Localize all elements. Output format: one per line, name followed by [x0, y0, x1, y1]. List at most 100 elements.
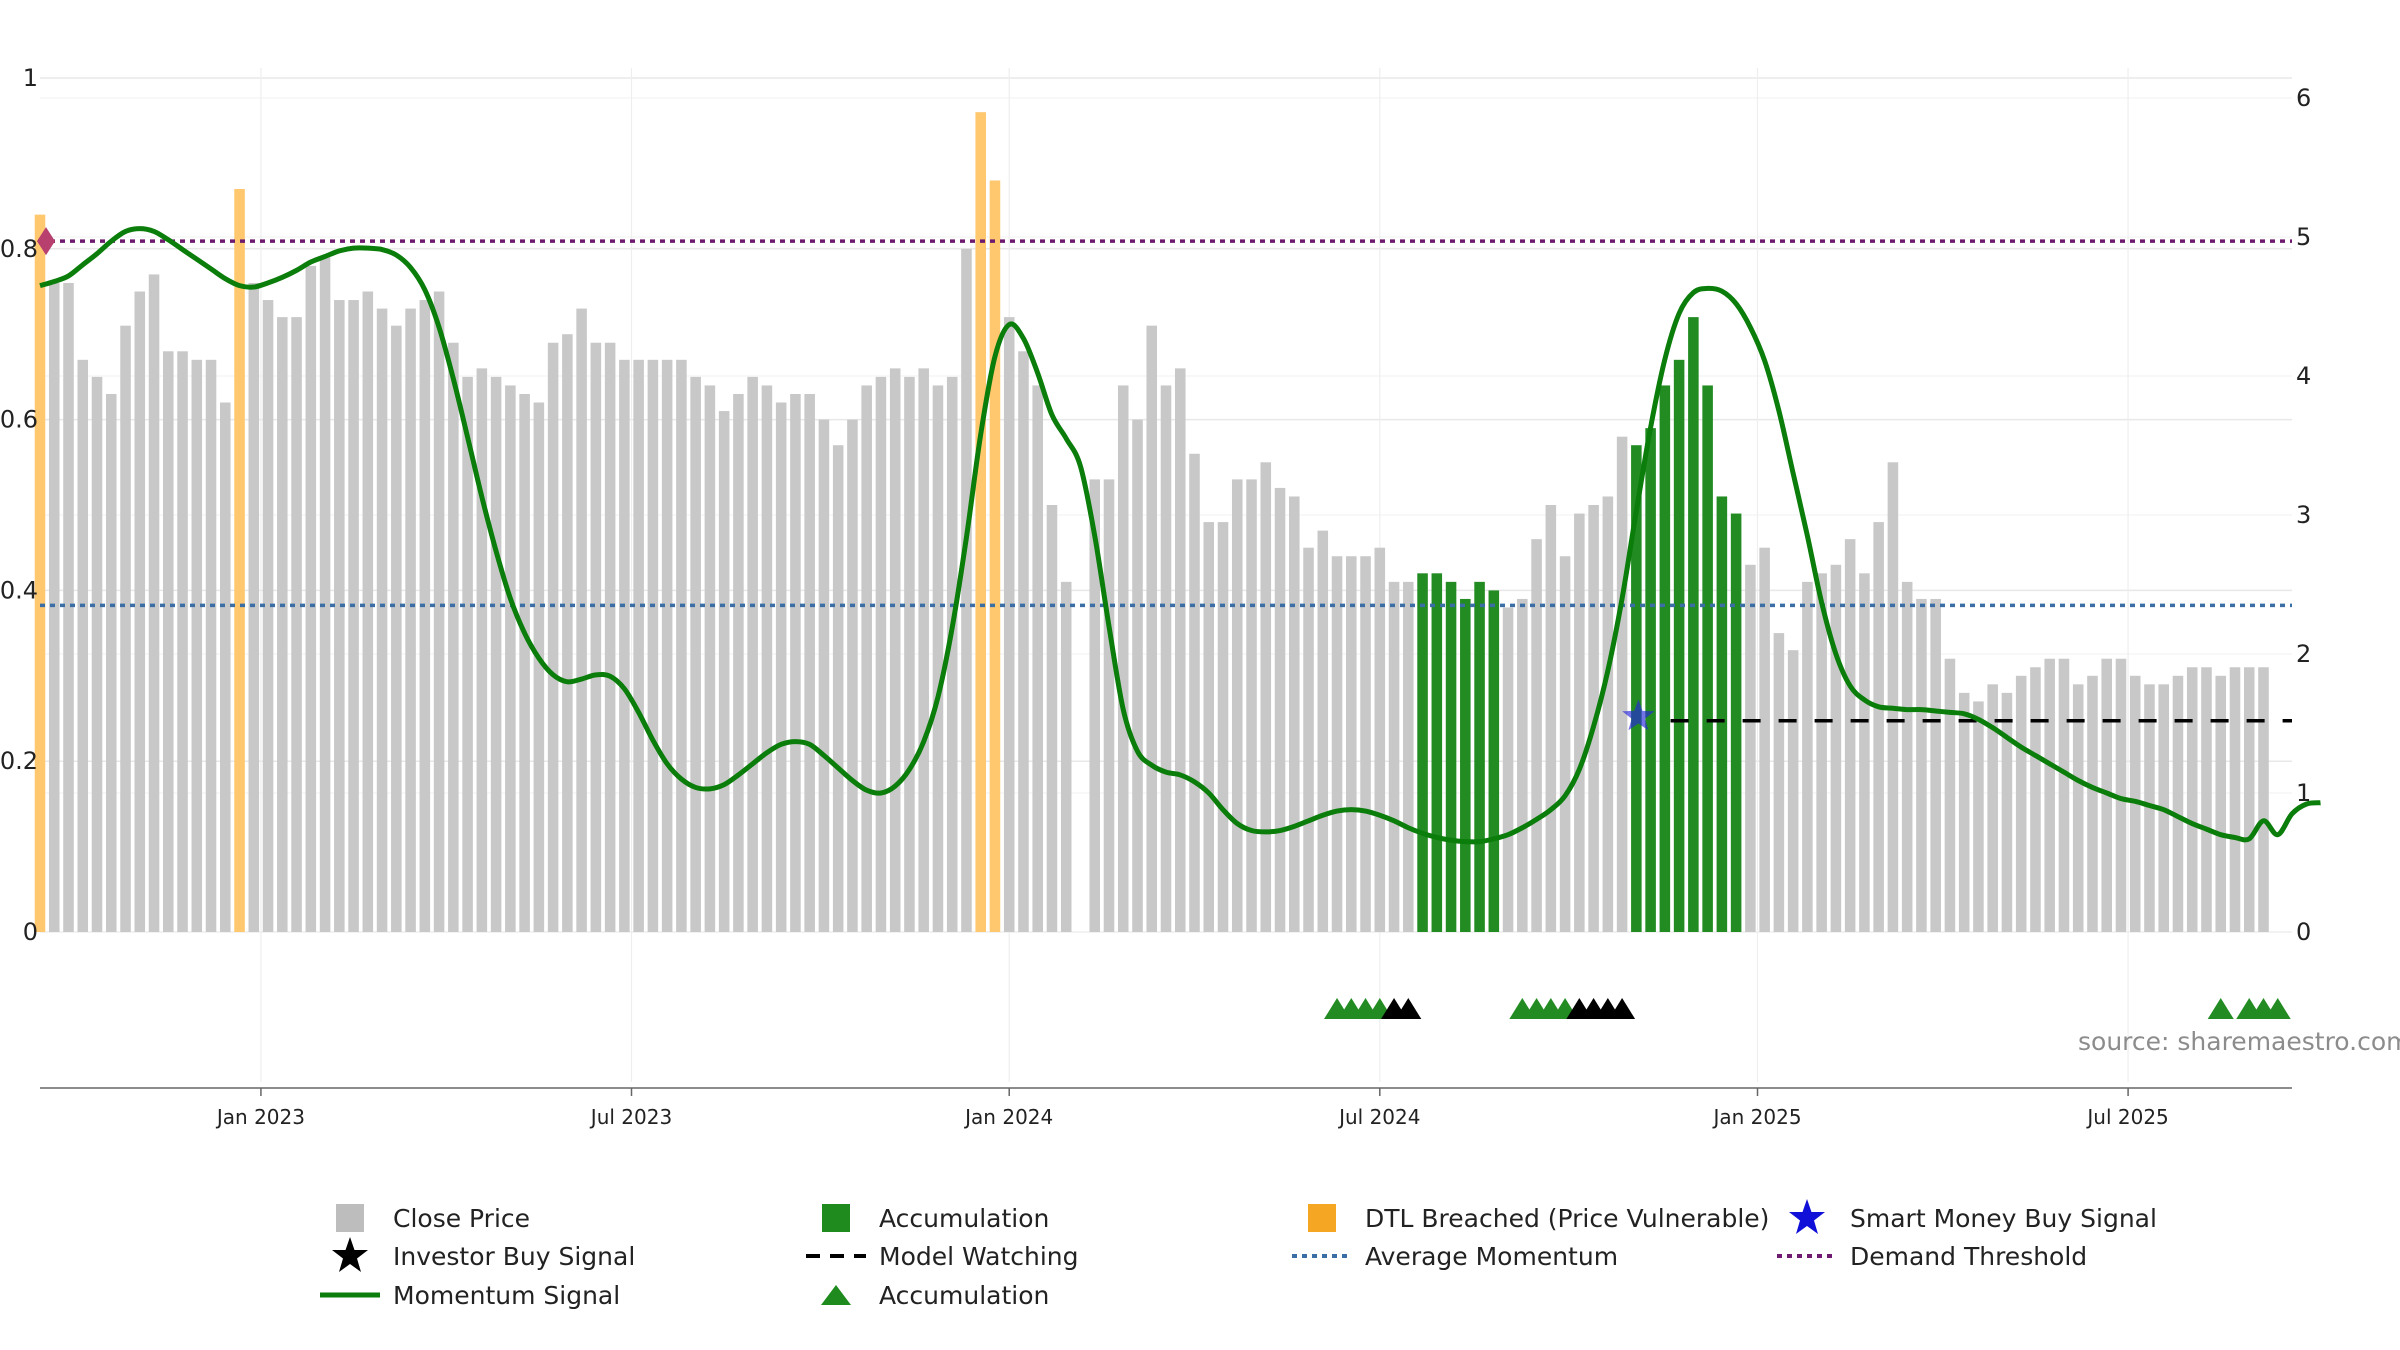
close-price-bar — [490, 376, 502, 932]
close-price-bar — [248, 282, 260, 933]
close-price-bar — [376, 308, 388, 933]
close-price-bar — [676, 359, 687, 932]
left-tick-label: 0.4 — [0, 576, 38, 604]
close-price-bar — [804, 393, 815, 933]
close-price-bar — [1003, 317, 1015, 932]
close-price-bar — [2072, 684, 2084, 932]
demand-marker — [37, 227, 55, 256]
momentum-signal-line — [39, 226, 2321, 845]
close-price-bar — [2243, 667, 2255, 932]
close-price-bar — [1859, 573, 1870, 932]
close-price-bar — [362, 291, 374, 932]
accumulation-triangle — [2207, 998, 2234, 1019]
close-price-bar — [832, 445, 844, 932]
close-price-bar — [1531, 539, 1542, 932]
close-price-bar — [305, 265, 317, 932]
close-price-bar — [1502, 607, 1514, 932]
close-price-bar — [2144, 684, 2155, 932]
axes: 0 0.2 0.4 0.6 0.8 1 0 1 2 3 4 5 6 Jan 2023 Jul 2023 Jan… — [0, 64, 2311, 1129]
left-tick-label: 0.8 — [0, 235, 38, 263]
accumulation-bar — [1631, 445, 1642, 932]
right-tick-label: 2 — [2296, 640, 2311, 668]
close-price-bar — [2058, 658, 2070, 932]
close-price-bar — [505, 385, 516, 932]
close-price-bar — [262, 300, 274, 932]
accumulation-triangle — [1609, 998, 1636, 1019]
close-price-bar — [761, 385, 773, 932]
accumulation-bar — [1716, 496, 1728, 932]
close-price-bar — [1089, 479, 1101, 932]
close-price-bar — [1374, 547, 1386, 932]
close-price-bar — [348, 300, 359, 932]
close-price-bar — [1887, 462, 1899, 932]
close-price-bar — [775, 402, 787, 932]
close-price-bar — [576, 308, 587, 933]
close-price-bar — [1189, 453, 1200, 932]
close-price-bar — [1802, 581, 1813, 932]
close-price-bar — [661, 359, 673, 932]
close-price-bar — [932, 385, 944, 932]
close-price-bar — [1759, 547, 1770, 932]
dtl-breached-bar — [989, 180, 1001, 933]
close-price-bar — [1973, 701, 1984, 932]
accumulation-bar — [1460, 598, 1471, 932]
close-price-bar — [590, 342, 602, 932]
close-price-bar — [733, 393, 744, 933]
close-price-bar — [2229, 667, 2241, 932]
close-price-bar — [1018, 351, 1029, 932]
close-price-bar — [1403, 581, 1414, 932]
close-price-bar — [2172, 675, 2184, 932]
close-price-bar — [1117, 385, 1129, 932]
close-price-bar — [2258, 667, 2269, 932]
close-price-bar — [1231, 479, 1243, 932]
close-price-bar — [1616, 436, 1628, 932]
close-price-bar — [148, 274, 160, 932]
close-price-bar — [1745, 564, 1756, 932]
close-price-bar — [163, 351, 174, 932]
accumulation-bar — [1673, 359, 1685, 932]
close-price-bar — [2201, 667, 2212, 932]
close-price-bar — [2087, 675, 2098, 932]
close-price-bar — [2115, 658, 2127, 932]
close-price-bar — [904, 376, 915, 932]
close-price-bar — [918, 368, 929, 932]
x-tick-label: Jan 2024 — [963, 1105, 1053, 1129]
close-price-bar — [1517, 598, 1528, 932]
close-price-bar — [105, 393, 117, 933]
close-price-bar — [63, 282, 74, 933]
close-price-bar — [818, 419, 830, 933]
close-price-bar — [861, 385, 872, 932]
accumulation-bar — [1445, 581, 1457, 932]
close-price-bar — [1146, 325, 1158, 932]
close-price-bar — [1060, 581, 1072, 932]
close-price-bar — [1132, 419, 1143, 933]
close-price-bar — [961, 248, 972, 933]
close-price-bar — [291, 317, 302, 932]
close-price-bar — [1901, 581, 1913, 932]
close-price-bar — [1032, 385, 1043, 932]
close-price-bar — [1930, 598, 1941, 932]
close-price-bar — [1816, 573, 1827, 932]
close-price-bar — [2215, 675, 2227, 932]
close-price-bar — [1303, 547, 1314, 932]
close-price-bar — [690, 376, 701, 932]
close-price-bar — [1574, 513, 1585, 932]
close-price-bar — [1317, 530, 1329, 932]
dtl-breached-bar — [34, 214, 46, 932]
x-tick-label: Jan 2025 — [1711, 1105, 1801, 1129]
close-price-bar — [1388, 581, 1400, 932]
accumulation-bar — [1702, 385, 1713, 932]
close-price-bar — [647, 359, 659, 932]
accumulation-bar — [1474, 581, 1485, 932]
close-price-bar — [547, 342, 559, 932]
close-price-bar — [1346, 556, 1357, 932]
bars — [34, 112, 2269, 933]
close-price-bar — [533, 402, 545, 932]
close-price-bar — [790, 393, 801, 933]
right-tick-label: 0 — [2296, 918, 2311, 946]
accumulation-bar — [1488, 590, 1500, 932]
close-price-bar — [1174, 368, 1186, 932]
dtl-breached-bar — [234, 189, 245, 932]
close-price-bar — [718, 411, 730, 932]
